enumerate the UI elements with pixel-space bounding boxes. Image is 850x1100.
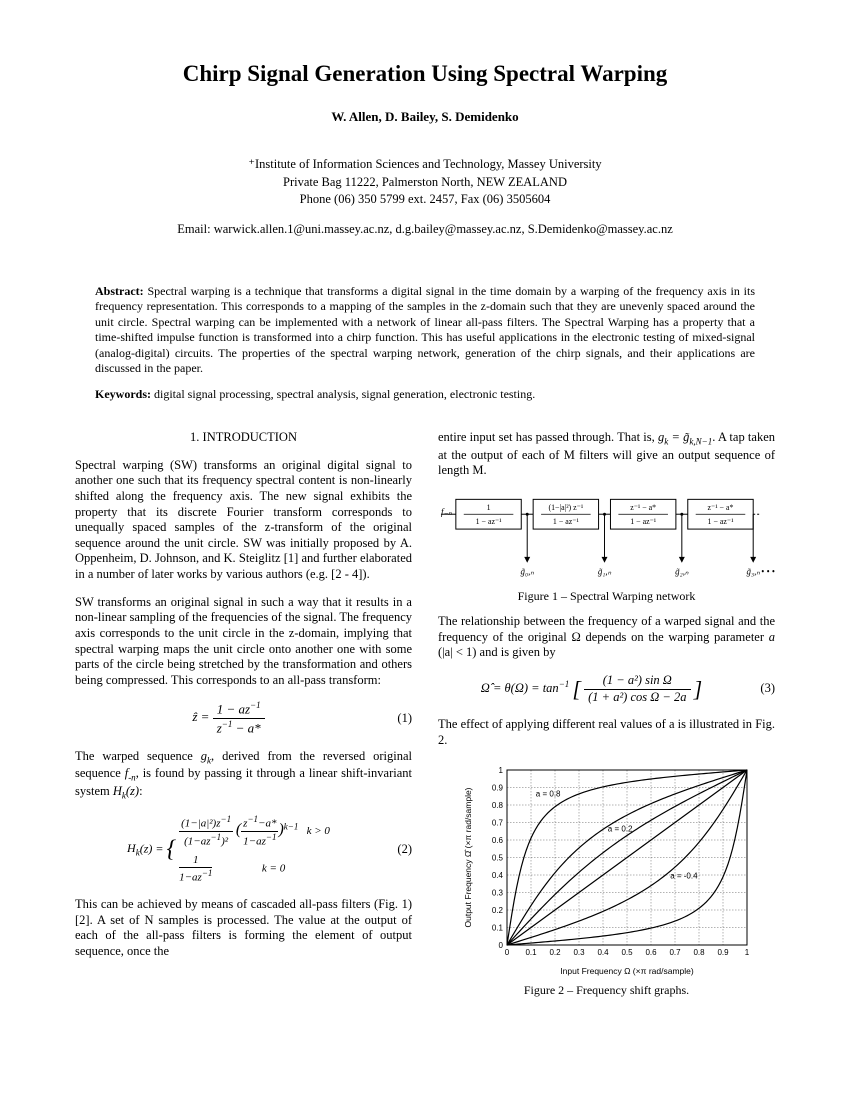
authors: W. Allen, D. Bailey, S. Demidenko (75, 109, 775, 125)
svg-text:0.4: 0.4 (597, 948, 609, 957)
equation-3: Ω̂ = θ(Ω) = tan−1 [ (1 − a²) sin Ω (1 + … (438, 673, 775, 705)
intro-p1: Spectral warping (SW) transforms an orig… (75, 458, 412, 583)
svg-text:0.6: 0.6 (645, 948, 657, 957)
svg-text:0.3: 0.3 (573, 948, 585, 957)
svg-text:f₋ₙ: f₋ₙ (441, 507, 452, 517)
col2-p2: The relationship between the frequency o… (438, 614, 775, 661)
svg-text:(1−|a|²) z⁻¹: (1−|a|²) z⁻¹ (548, 503, 583, 512)
svg-text:Input Frequency Ω (×π rad/samp: Input Frequency Ω (×π rad/sample) (560, 966, 694, 976)
eq2-body: Hk(z) = { (1−|a|²)z−1 (1−az−1)² ( z−1−a*… (75, 814, 382, 885)
svg-text:0.1: 0.1 (491, 924, 503, 933)
eq2-number: (2) (382, 842, 412, 858)
keywords: Keywords: digital signal processing, spe… (95, 387, 755, 402)
abstract-label: Abstract: (95, 284, 147, 298)
svg-text:0.9: 0.9 (717, 948, 729, 957)
svg-text:0.7: 0.7 (491, 819, 503, 828)
eq3-number: (3) (745, 681, 775, 697)
svg-text:0: 0 (498, 941, 503, 950)
figure-1-caption: Figure 1 – Spectral Warping network (438, 589, 775, 604)
svg-text:0.2: 0.2 (491, 906, 503, 915)
intro-p2: SW transforms an original signal in such… (75, 595, 412, 689)
svg-text:1: 1 (744, 948, 749, 957)
svg-text:0.8: 0.8 (693, 948, 705, 957)
svg-text:1 − az⁻¹: 1 − az⁻¹ (630, 517, 657, 526)
svg-text:g̃₂,ₙ: g̃₂,ₙ (675, 567, 689, 577)
svg-text:0.5: 0.5 (621, 948, 633, 957)
svg-text:0.7: 0.7 (669, 948, 681, 957)
svg-text:g̃₁,ₙ: g̃₁,ₙ (598, 567, 612, 577)
affiliation-line1: ⁺Institute of Information Sciences and T… (75, 157, 775, 173)
col2-p1: entire input set has passed through. Tha… (438, 430, 775, 479)
eq3-body: Ω̂ = θ(Ω) = tan−1 [ (1 − a²) sin Ω (1 + … (438, 673, 745, 705)
affiliation-line2: Private Bag 11222, Palmerston North, NEW… (75, 175, 775, 191)
paper-title: Chirp Signal Generation Using Spectral W… (75, 60, 775, 89)
two-column-body: 1. INTRODUCTION Spectral warping (SW) tr… (75, 430, 775, 1008)
svg-text:1 − az⁻¹: 1 − az⁻¹ (476, 517, 503, 526)
svg-text:1: 1 (498, 766, 503, 775)
section-1-heading: 1. INTRODUCTION (75, 430, 412, 446)
svg-text:• • •: • • • (761, 567, 775, 577)
svg-text:z⁻¹ − a*: z⁻¹ − a* (630, 503, 656, 512)
figure-2-caption: Figure 2 – Frequency shift graphs. (438, 983, 775, 998)
intro-p3: The warped sequence gk, derived from the… (75, 749, 412, 802)
svg-text:g̃₃,ₙ: g̃₃,ₙ (747, 567, 761, 577)
svg-text:Output Frequency Ω̂ (×π rad/sa: Output Frequency Ω̂ (×π rad/sample) (463, 788, 473, 928)
figure-2-chart: 00 0.1 0.1 0.2 0.2 0.3 0.3 0.4 0.4 0.5 0.5 0.6 0.6 0.… (457, 760, 757, 980)
svg-text:1: 1 (487, 503, 491, 512)
svg-text:a = 0.8: a = 0.8 (535, 790, 560, 799)
figure-1-network: f₋ₙ 1 1 − az⁻¹ (1−|a|²) z⁻¹ 1 − az⁻¹ z⁻¹ − a*… (438, 491, 775, 586)
svg-text:1 − az⁻¹: 1 − az⁻¹ (708, 517, 735, 526)
svg-text:0.4: 0.4 (491, 871, 503, 880)
eq1-number: (1) (382, 711, 412, 727)
svg-text:a = 0.2: a = 0.2 (607, 825, 632, 834)
svg-text:a = -0.4: a = -0.4 (670, 872, 698, 881)
svg-text:0.1: 0.1 (525, 948, 537, 957)
keywords-label: Keywords: (95, 387, 154, 401)
svg-text:0.5: 0.5 (491, 854, 503, 863)
abstract: Abstract: Spectral warping is a techniqu… (95, 284, 755, 378)
keywords-text: digital signal processing, spectral anal… (154, 387, 535, 401)
svg-text:0.6: 0.6 (491, 836, 503, 845)
svg-text:z⁻¹ − a*: z⁻¹ − a* (708, 503, 734, 512)
left-column: 1. INTRODUCTION Spectral warping (SW) tr… (75, 430, 412, 1008)
svg-text:g̃₀,ₙ: g̃₀,ₙ (521, 567, 535, 577)
svg-text:1 − az⁻¹: 1 − az⁻¹ (553, 517, 580, 526)
affiliation-line3: Phone (06) 350 5799 ext. 2457, Fax (06) … (75, 192, 775, 208)
right-column: entire input set has passed through. Tha… (438, 430, 775, 1008)
svg-text:0: 0 (504, 948, 509, 957)
svg-text:0.2: 0.2 (549, 948, 561, 957)
email-line: Email: warwick.allen.1@uni.massey.ac.nz,… (75, 222, 775, 238)
svg-text:0.9: 0.9 (491, 784, 503, 793)
equation-2: Hk(z) = { (1−|a|²)z−1 (1−az−1)² ( z−1−a*… (75, 814, 412, 885)
svg-text:0.3: 0.3 (491, 889, 503, 898)
col2-p3: The effect of applying different real va… (438, 717, 775, 748)
equation-1: ẑ = 1 − az−1 z−1 − a* (1) (75, 700, 412, 736)
svg-text:0.8: 0.8 (491, 801, 503, 810)
intro-p4: This can be achieved by means of cascade… (75, 897, 412, 960)
abstract-text: Spectral warping is a technique that tra… (95, 284, 755, 376)
eq1-body: ẑ = 1 − az−1 z−1 − a* (75, 700, 382, 736)
